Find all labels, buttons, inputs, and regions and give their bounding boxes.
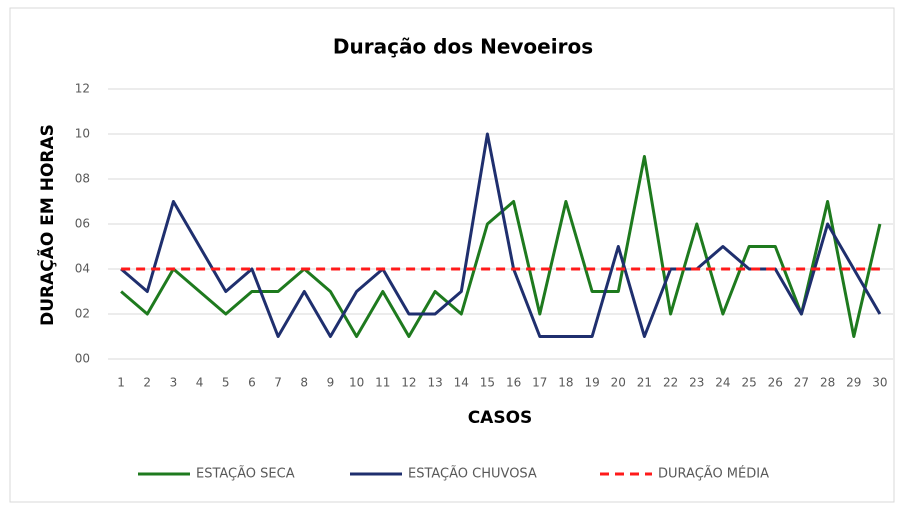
y-tick-label: 08 [75,172,90,186]
x-tick-label: 13 [427,376,442,390]
y-tick-label: 06 [75,217,90,231]
x-tick-label: 10 [349,376,364,390]
y-tick-label: 04 [75,262,90,276]
x-tick-label: 12 [401,376,416,390]
x-tick-label: 28 [820,376,835,390]
x-tick-label: 6 [248,376,256,390]
x-tick-label: 9 [327,376,335,390]
x-tick-label: 19 [584,376,599,390]
x-tick-label: 8 [300,376,308,390]
x-tick-label: 2 [143,376,151,390]
x-tick-label: 29 [846,376,861,390]
x-tick-label: 30 [872,376,887,390]
chart-title: Duração dos Nevoeiros [333,35,593,59]
x-tick-label: 1 [117,376,125,390]
x-tick-label: 15 [480,376,495,390]
y-axis-label: DURAÇÃO EM HORAS [35,124,58,326]
legend-label: ESTAÇÃO CHUVOSA [408,466,537,482]
x-tick-label: 3 [170,376,178,390]
x-tick-label: 23 [689,376,704,390]
legend-label: ESTAÇÃO SECA [196,466,295,482]
x-tick-label: 5 [222,376,230,390]
x-tick-label: 7 [274,376,282,390]
x-tick-label: 24 [715,376,730,390]
x-tick-label: 14 [454,376,469,390]
x-tick-label: 27 [794,376,809,390]
x-axis-label: CASOS [468,408,533,428]
x-tick-label: 17 [532,376,547,390]
x-tick-label: 25 [741,376,756,390]
x-tick-label: 16 [506,376,521,390]
y-tick-label: 00 [75,352,90,366]
y-tick-label: 10 [75,127,90,141]
x-tick-label: 4 [196,376,204,390]
legend-label: DURAÇÃO MÉDIA [658,466,769,482]
x-tick-label: 11 [375,376,390,390]
x-tick-label: 20 [611,376,626,390]
x-tick-label: 18 [558,376,573,390]
y-tick-label: 12 [75,82,90,96]
series-line [120,155,882,338]
chart-frame [9,7,895,503]
y-tick-label: 02 [75,307,90,321]
x-tick-label: 26 [768,376,783,390]
x-tick-label: 21 [637,376,652,390]
x-tick-label: 22 [663,376,678,390]
